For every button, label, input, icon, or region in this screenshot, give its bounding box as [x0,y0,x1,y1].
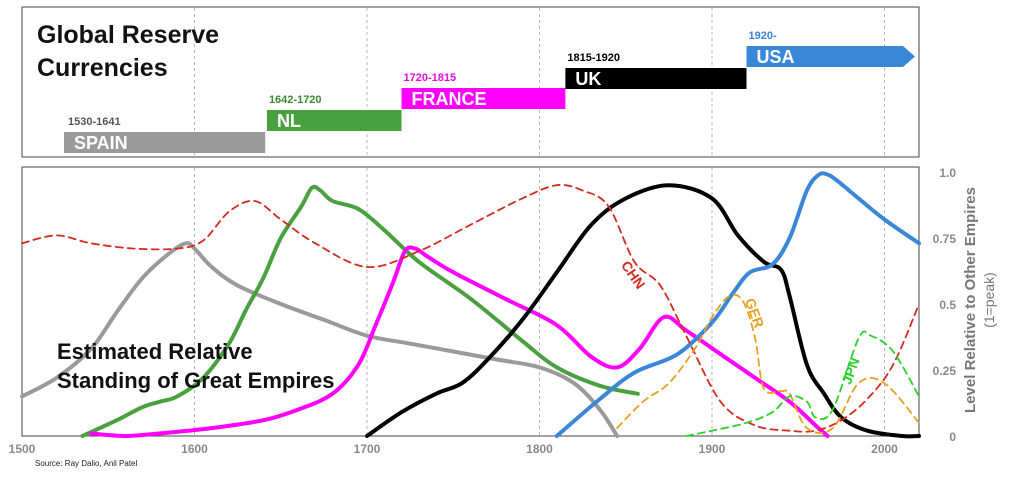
y-tick-1.0: 1.0 [939,166,956,180]
bar-spain: SPAIN 1530-1641 [64,116,266,153]
y-tick-0.25: 0.25 [933,364,957,378]
y-axis-ticks: 0 0.25 0.5 0.75 1.0 [933,166,957,444]
x-tick-1900: 1900 [699,442,726,456]
reserve-title-line1: Global Reserve [37,21,219,49]
chart-series [20,171,921,439]
bar-usa: USA 1920- [746,30,915,67]
x-tick-1800: 1800 [526,442,553,456]
bar-france-period: 1720-1815 [404,72,457,84]
series-jpn-line [685,330,920,437]
reserve-title-line2: Currencies [37,54,168,82]
series-chn-line [21,184,920,433]
chart-title-line2: Standing of Great Empires [57,368,335,393]
bar-uk-shape [565,68,747,89]
bar-france: FRANCE 1720-1815 [401,72,566,109]
chart-panel [21,166,920,437]
y-axis-label: Level Relative to Other Empires [962,187,979,413]
y-tick-0: 0 [949,430,956,444]
chart-grid [194,168,885,436]
y-tick-0.75: 0.75 [933,232,957,246]
bar-uk: UK 1815-1920 [565,52,747,89]
series-ger-line [616,293,920,434]
x-tick-2000: 2000 [871,442,898,456]
bar-uk-period: 1815-1920 [567,52,620,64]
bar-nl-shape [266,110,402,131]
series-uk-line [365,183,921,439]
x-tick-1500: 1500 [9,442,36,456]
bar-spain-shape [64,132,266,153]
source-note: Source: Ray Dalio, Anil Patel [35,459,138,468]
series-france-line [89,245,830,438]
chart-title-line1: Estimated Relative [57,339,253,364]
bar-nl-period: 1642-1720 [269,94,322,106]
bar-spain-period: 1530-1641 [68,116,121,128]
bar-uk-label: UK [575,69,601,89]
bar-france-label: FRANCE [412,89,487,109]
bar-usa-label: USA [757,47,795,67]
bar-usa-period: 1920- [749,30,777,42]
bar-france-shape [401,88,566,109]
bar-spain-label: SPAIN [74,133,128,153]
x-axis-ticks: 1500 1600 1700 1800 1900 2000 [9,442,899,456]
series-spain-line [20,241,620,438]
x-tick-1600: 1600 [181,442,208,456]
x-tick-1700: 1700 [354,442,381,456]
y-axis-label-note: (1=peak) [981,272,997,328]
bar-nl: NL 1642-1720 [266,94,402,131]
reserve-currency-bars: SPAIN 1530-1641 NL 1642-1720 FRANCE 1720-1815… [64,30,915,153]
series-nl-line [80,184,640,438]
series-usa-line [554,171,921,438]
y-tick-0.5: 0.5 [939,298,956,312]
bar-usa-shape [746,46,915,67]
bar-nl-label: NL [277,111,301,131]
